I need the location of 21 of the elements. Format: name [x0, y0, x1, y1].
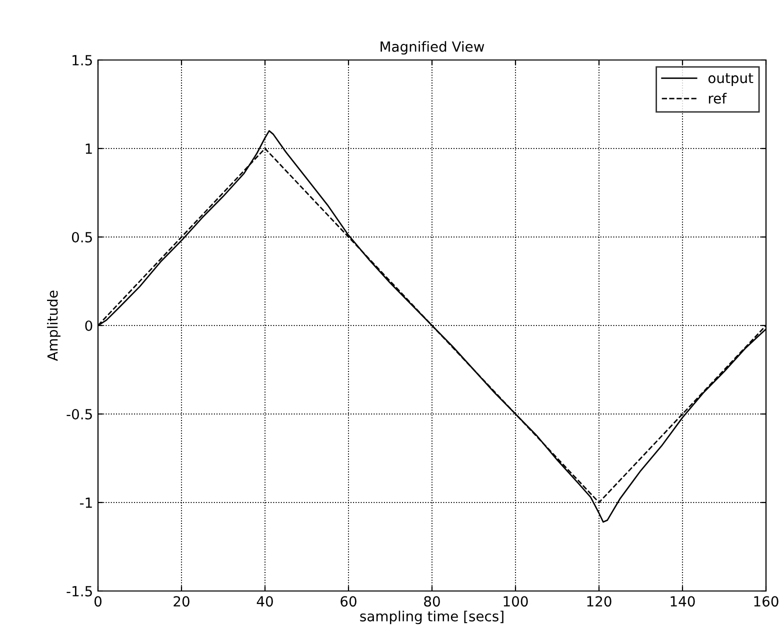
y-tick-label: -1.5: [66, 586, 92, 596]
x-tick-label: 40: [256, 596, 273, 607]
y-tick-label: 1: [86, 144, 92, 154]
x-tick-label: 120: [587, 596, 612, 607]
x-tick-label: 0: [94, 596, 102, 607]
x-tick-label: 60: [340, 596, 356, 607]
x-tick-label: 160: [754, 596, 778, 607]
legend-label: ref: [708, 92, 727, 104]
x-axis-title: sampling time [secs]: [360, 610, 504, 624]
x-tick-label: 20: [174, 596, 190, 607]
legend-label: output: [708, 73, 754, 86]
y-axis-title: Amplitude: [47, 290, 60, 361]
y-tick-label: -0.5: [66, 408, 92, 420]
y-tick-label: 1.5: [72, 55, 92, 66]
x-tick-label: 80: [424, 596, 440, 607]
y-tick-label: 0.5: [72, 232, 92, 242]
chart-title: Magnified View: [380, 41, 484, 55]
x-tick-label: 100: [504, 596, 528, 607]
x-tick-label: 140: [670, 596, 695, 607]
y-tick-label: -1: [80, 498, 92, 508]
y-tick-label: 0: [85, 320, 92, 331]
